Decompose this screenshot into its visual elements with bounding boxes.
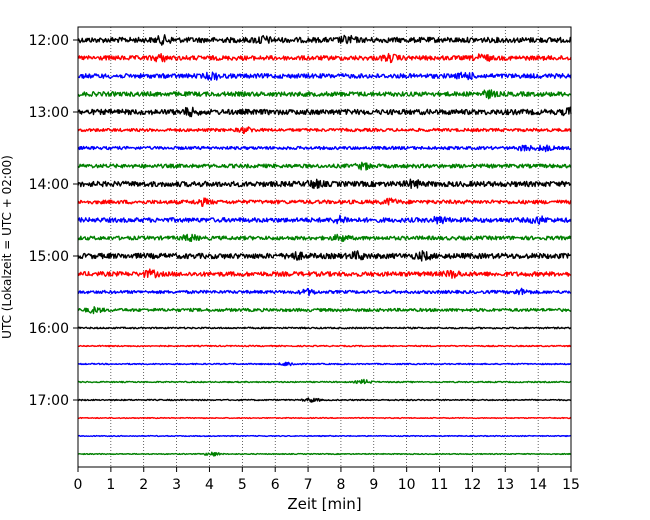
seismic-trace bbox=[77, 214, 572, 225]
y-tick-label: 16:00 bbox=[29, 321, 69, 337]
seismic-trace bbox=[77, 306, 572, 315]
y-axis-ticks: 12:00 13:00 14:00 15:00 16:00 17:00 bbox=[29, 33, 78, 409]
seismic-trace bbox=[77, 344, 572, 348]
seismic-trace bbox=[77, 161, 572, 171]
x-tick-label: 8 bbox=[336, 477, 345, 493]
x-tick-label: 9 bbox=[369, 477, 378, 493]
seismic-trace bbox=[77, 89, 572, 100]
seismic-trace bbox=[77, 416, 572, 420]
plot-frame bbox=[77, 26, 572, 468]
x-tick-label: 12 bbox=[463, 477, 481, 493]
x-tick-label: 3 bbox=[172, 477, 181, 493]
seismic-trace bbox=[77, 397, 572, 403]
seismic-trace bbox=[77, 287, 572, 297]
y-tick-label: 14:00 bbox=[29, 177, 69, 193]
x-tick-label: 2 bbox=[139, 477, 148, 493]
seismic-trace bbox=[77, 434, 572, 438]
x-tick-label: 5 bbox=[238, 477, 247, 493]
seismic-trace bbox=[77, 378, 572, 385]
y-tick-label: 17:00 bbox=[29, 393, 69, 409]
seismic-trace bbox=[77, 71, 572, 81]
seismic-trace bbox=[77, 250, 572, 262]
seismic-trace bbox=[77, 268, 572, 279]
x-tick-label: 11 bbox=[431, 477, 449, 493]
grid-lines bbox=[110, 27, 539, 467]
y-axis-label: UTC (Lokalzeit = UTC + 02:00) bbox=[0, 155, 14, 339]
seismic-trace bbox=[77, 451, 572, 457]
seismic-trace bbox=[77, 144, 572, 153]
seismic-trace bbox=[77, 126, 572, 135]
x-tick-label: 6 bbox=[271, 477, 280, 493]
x-tick-label: 15 bbox=[562, 477, 580, 493]
seismic-trace bbox=[77, 178, 572, 190]
x-tick-label: 4 bbox=[205, 477, 214, 493]
seismic-trace bbox=[77, 106, 572, 118]
trace-lines bbox=[77, 34, 572, 457]
seismic-trace bbox=[77, 361, 572, 367]
x-tick-label: 10 bbox=[398, 477, 416, 493]
seismic-trace bbox=[77, 197, 572, 207]
seismic-trace bbox=[77, 233, 572, 243]
x-tick-label: 7 bbox=[304, 477, 313, 493]
x-axis-ticks: 0 1 2 3 4 5 6 7 8 9 10 11 12 13 14 15 bbox=[74, 467, 580, 493]
seismic-trace bbox=[77, 326, 572, 330]
seismic-trace bbox=[77, 52, 572, 64]
x-tick-label: 14 bbox=[529, 477, 547, 493]
x-tick-label: 0 bbox=[74, 477, 83, 493]
x-tick-label: 1 bbox=[106, 477, 115, 493]
y-tick-label: 13:00 bbox=[29, 105, 69, 121]
y-tick-label: 15:00 bbox=[29, 249, 69, 265]
x-axis-label: Zeit [min] bbox=[287, 495, 361, 513]
y-tick-label: 12:00 bbox=[29, 33, 69, 49]
x-tick-label: 13 bbox=[496, 477, 514, 493]
seismic-trace bbox=[77, 34, 572, 46]
